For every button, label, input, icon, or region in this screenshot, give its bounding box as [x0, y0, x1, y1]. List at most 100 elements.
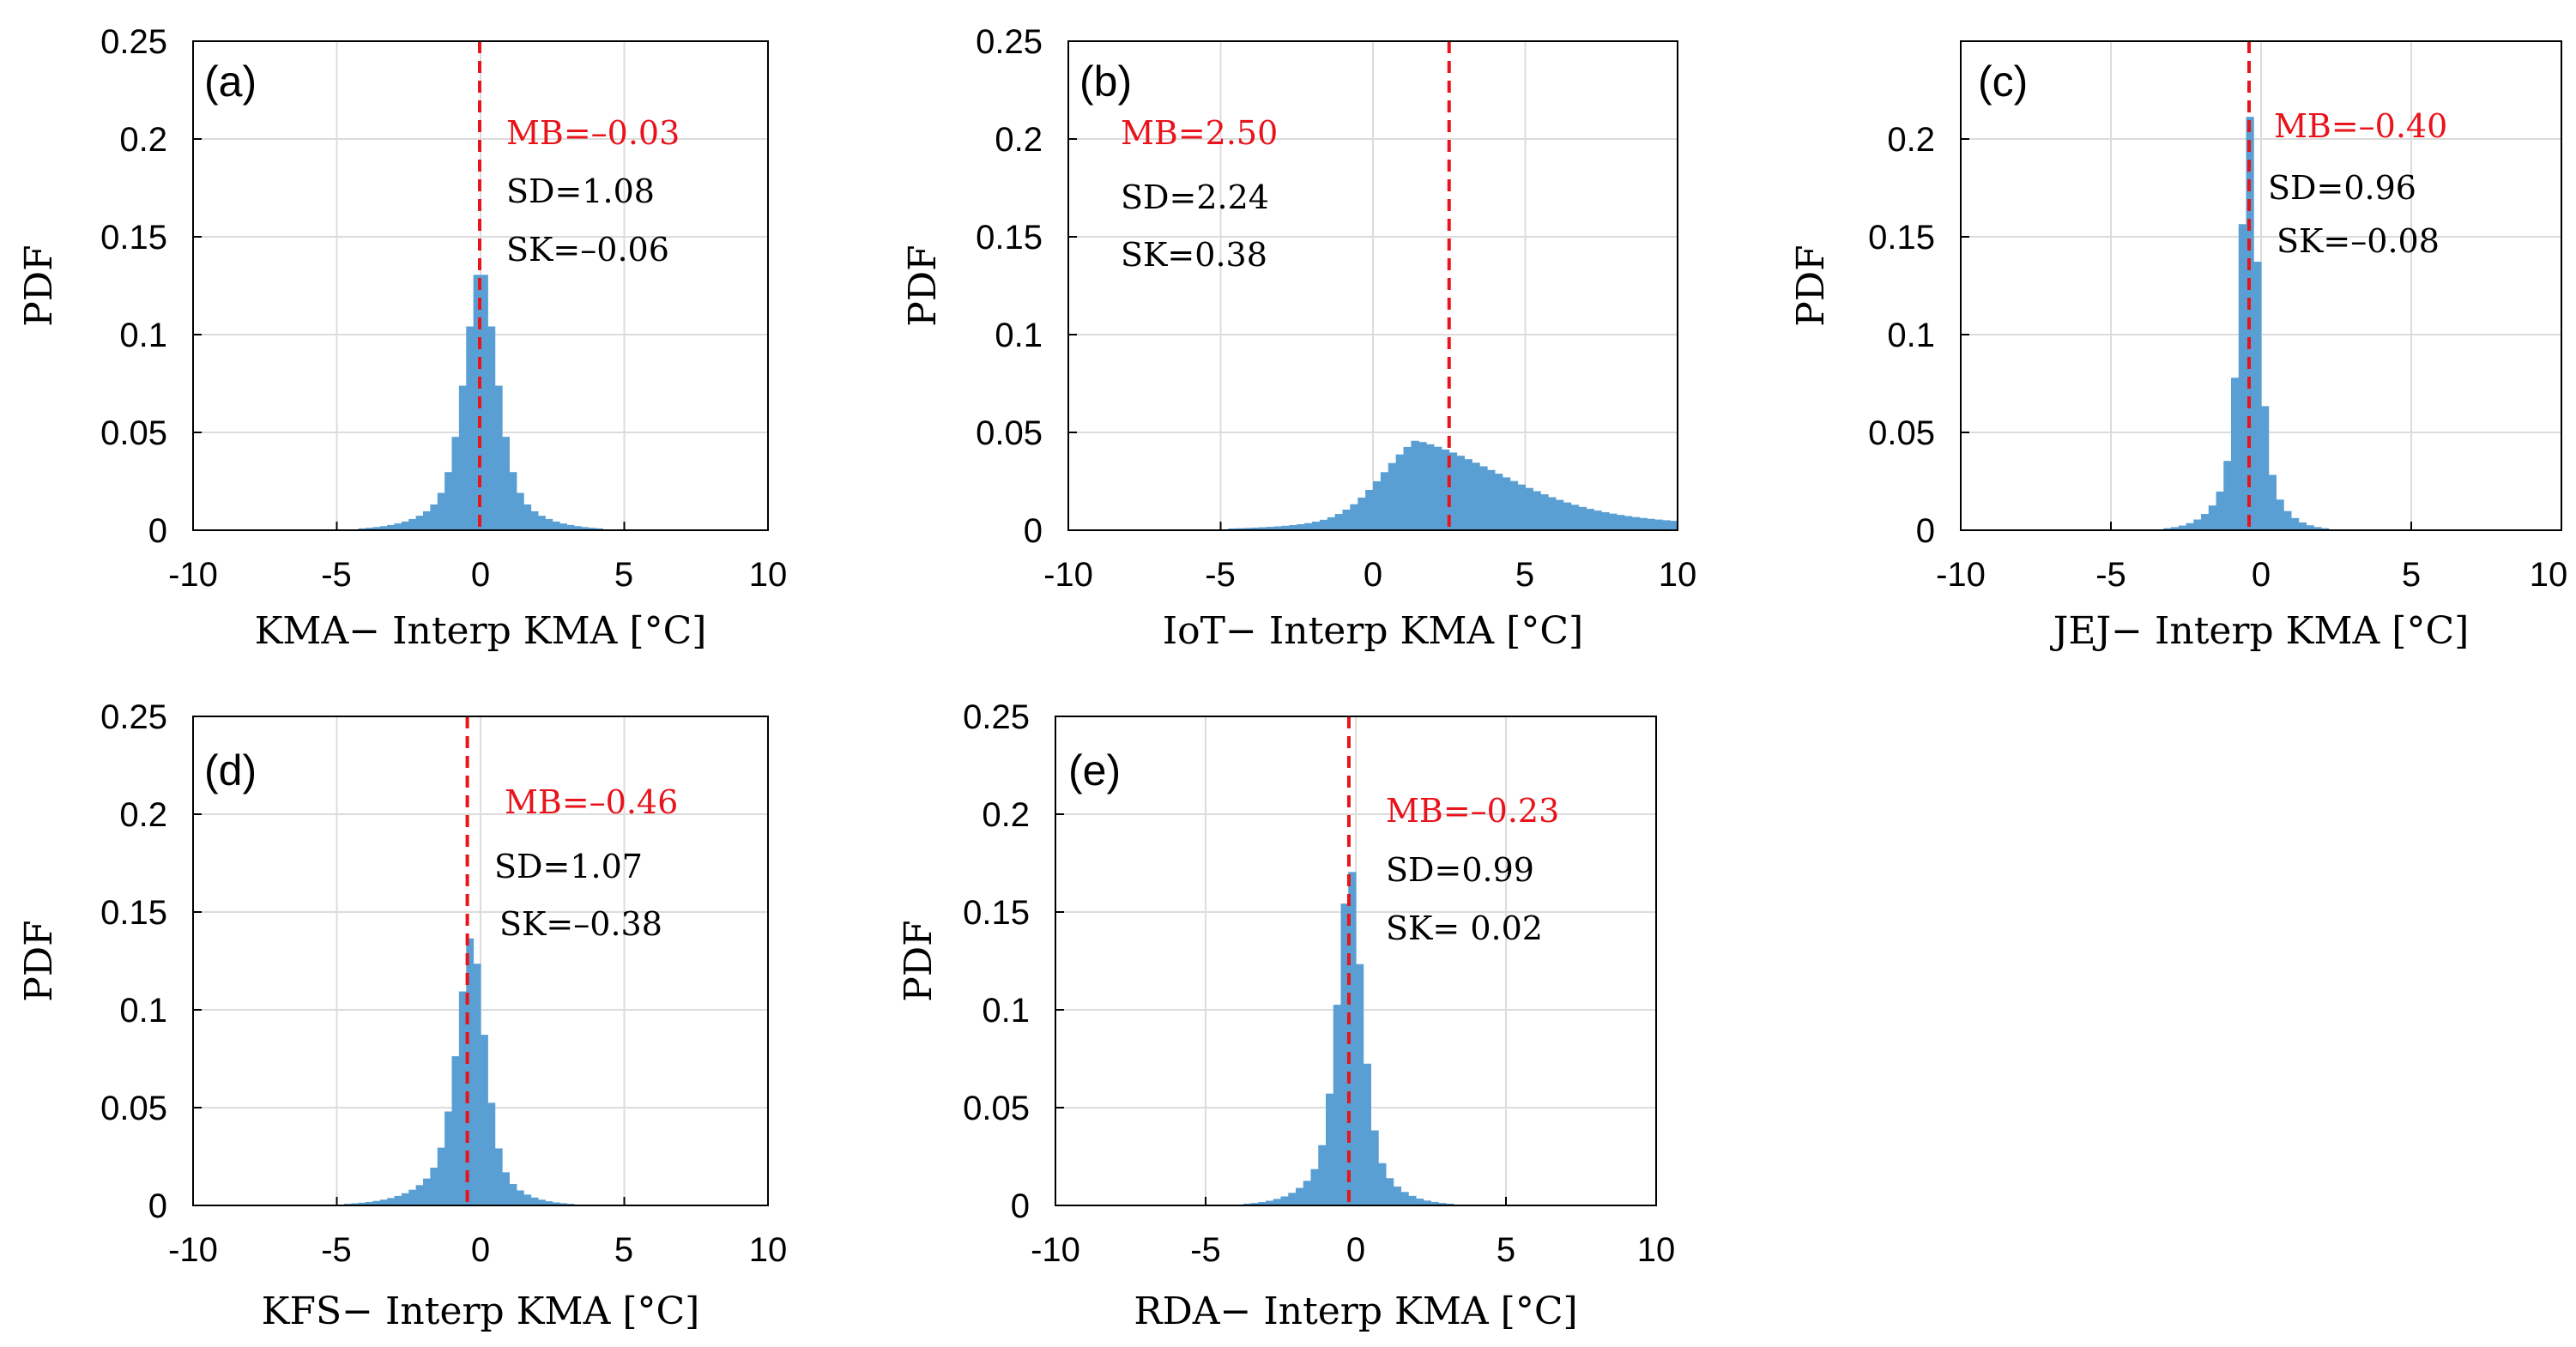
xtick-label: 5: [1515, 556, 1534, 594]
ticks-c: 0 0.05 0.1 0.15 0.2 -10 -5 0 5 10: [1868, 121, 2567, 594]
histogram-bar: [1303, 1181, 1311, 1205]
histogram-bar: [394, 523, 402, 530]
xtick-label: -5: [321, 556, 352, 594]
xtick-label: 5: [614, 556, 633, 594]
histogram-bar: [487, 326, 496, 530]
histogram-bar: [358, 528, 366, 530]
stat-mb: MB=–0.46: [505, 783, 678, 821]
histogram-bar: [415, 1185, 424, 1205]
panel-label: (c): [1978, 57, 2028, 106]
histogram-bar: [1250, 1203, 1259, 1205]
histogram-bar: [351, 1203, 360, 1205]
ytick-label: 0.15: [1868, 219, 1935, 257]
histogram-bar: [437, 1147, 445, 1205]
histogram-bar: [1296, 1187, 1304, 1205]
histogram-bar: [1495, 474, 1503, 530]
histogram-bar: [1540, 494, 1549, 530]
histogram-bar: [1326, 1093, 1334, 1205]
histogram-bar: [1426, 444, 1435, 530]
axes-frame-d: [192, 716, 769, 1206]
panel-c: 0 0.05 0.1 0.15 0.2 -10 -5 0 5 10 (c) MB…: [1789, 40, 2567, 653]
histogram-bar: [379, 526, 388, 530]
axes-frame-a: [192, 40, 769, 531]
histogram-bar: [2253, 262, 2262, 530]
histogram-bar: [1533, 491, 1541, 530]
histogram-bar: [545, 518, 553, 530]
ytick-label: 0.05: [976, 414, 1043, 452]
histogram-bar: [1350, 504, 1358, 530]
histogram-bar: [1408, 1195, 1417, 1205]
stat-mb: MB=–0.03: [506, 114, 680, 152]
histogram-bar: [466, 326, 475, 530]
stat-sk: SK=–0.08: [2277, 222, 2440, 260]
y-axis-label: PDF: [17, 920, 61, 1001]
histogram-bar: [387, 1198, 395, 1205]
histogram-bar: [2261, 406, 2270, 530]
y-axis-label: PDF: [897, 920, 940, 1001]
histogram-bar: [552, 521, 560, 530]
histogram-bar: [1281, 525, 1290, 530]
ytick-label: 0.15: [976, 219, 1043, 257]
histogram-bar: [2216, 491, 2224, 530]
histogram-bar: [1243, 528, 1252, 530]
histogram-bar: [2313, 527, 2322, 530]
histogram-bar: [1448, 452, 1458, 530]
xtick-label: -10: [1031, 1231, 1080, 1269]
ytick-label: 0.1: [995, 317, 1043, 354]
histogram-bar: [1378, 1163, 1387, 1205]
x-axis-label: KFS− Interp KMA [°C]: [262, 1290, 700, 1333]
stat-sd: SD=0.99: [1386, 851, 1534, 889]
histogram-bar: [2171, 527, 2180, 530]
histogram-bar: [1662, 520, 1671, 530]
histogram-bar: [1670, 521, 1678, 530]
histogram-bar: [1386, 1178, 1394, 1205]
histogram-bar: [1446, 1203, 1454, 1205]
panel-e: 0 0.05 0.1 0.15 0.2 0.25 -10 -5 0 5 10 (…: [897, 698, 1675, 1333]
ytick-label: 0.1: [982, 992, 1030, 1030]
ytick-label: 0.2: [1887, 121, 1935, 159]
xtick-label: -5: [321, 1231, 352, 1269]
ytick-label: 0.1: [119, 992, 167, 1030]
histogram-bar: [1266, 527, 1275, 530]
histogram-bar: [379, 1199, 388, 1205]
x-axis-label: IoT− Interp KMA [°C]: [1163, 609, 1583, 653]
ytick-label: 0.2: [982, 796, 1030, 834]
histogram-bar: [2208, 505, 2216, 530]
histogram-bar: [538, 516, 546, 530]
histogram-bar: [423, 510, 431, 530]
panel-label: (d): [204, 746, 257, 794]
ytick-label: 0.2: [119, 121, 167, 159]
axes-frame-e: [1055, 716, 1657, 1206]
ytick-label: 0.05: [100, 1090, 167, 1127]
panel-label: (b): [1079, 57, 1132, 106]
histogram-bar: [1487, 469, 1496, 530]
histogram-bar: [1479, 466, 1488, 530]
ytick-label: 0.1: [119, 317, 167, 354]
histogram-bar: [530, 1197, 539, 1205]
ytick-label: 0: [1011, 1187, 1030, 1225]
bars-a: [358, 41, 603, 530]
ytick-label: 0.05: [100, 414, 167, 452]
xtick-label: 10: [749, 1231, 788, 1269]
histogram-bar: [473, 275, 481, 530]
histogram-bar: [1318, 1145, 1327, 1205]
histogram-bar: [523, 1194, 532, 1205]
ytick-label: 0.2: [995, 121, 1043, 159]
histogram-bar: [1502, 477, 1511, 530]
ytick-label: 0.25: [976, 23, 1043, 61]
histogram-bar: [481, 275, 488, 530]
ticks-d: 0 0.05 0.1 0.15 0.2 0.25 -10 -5 0 5 10: [100, 698, 787, 1269]
histogram-bar: [516, 1190, 524, 1205]
histogram-bar: [1258, 1202, 1267, 1205]
histogram-bar: [1586, 509, 1594, 530]
histogram-bar: [1266, 1200, 1274, 1205]
histogram-bar: [494, 385, 503, 530]
histogram-bar: [1297, 523, 1305, 530]
histogram-bar: [2201, 514, 2210, 530]
histogram-bar: [1280, 1196, 1289, 1205]
y-axis-label: PDF: [17, 245, 61, 326]
histogram-bar: [2231, 378, 2240, 530]
histogram-bar: [430, 504, 438, 530]
panel-b: 0 0.05 0.1 0.15 0.2 0.25 -10 -5 0 5 10 (…: [901, 23, 1696, 653]
x-axis-label: KMA− Interp KMA [°C]: [255, 609, 707, 653]
